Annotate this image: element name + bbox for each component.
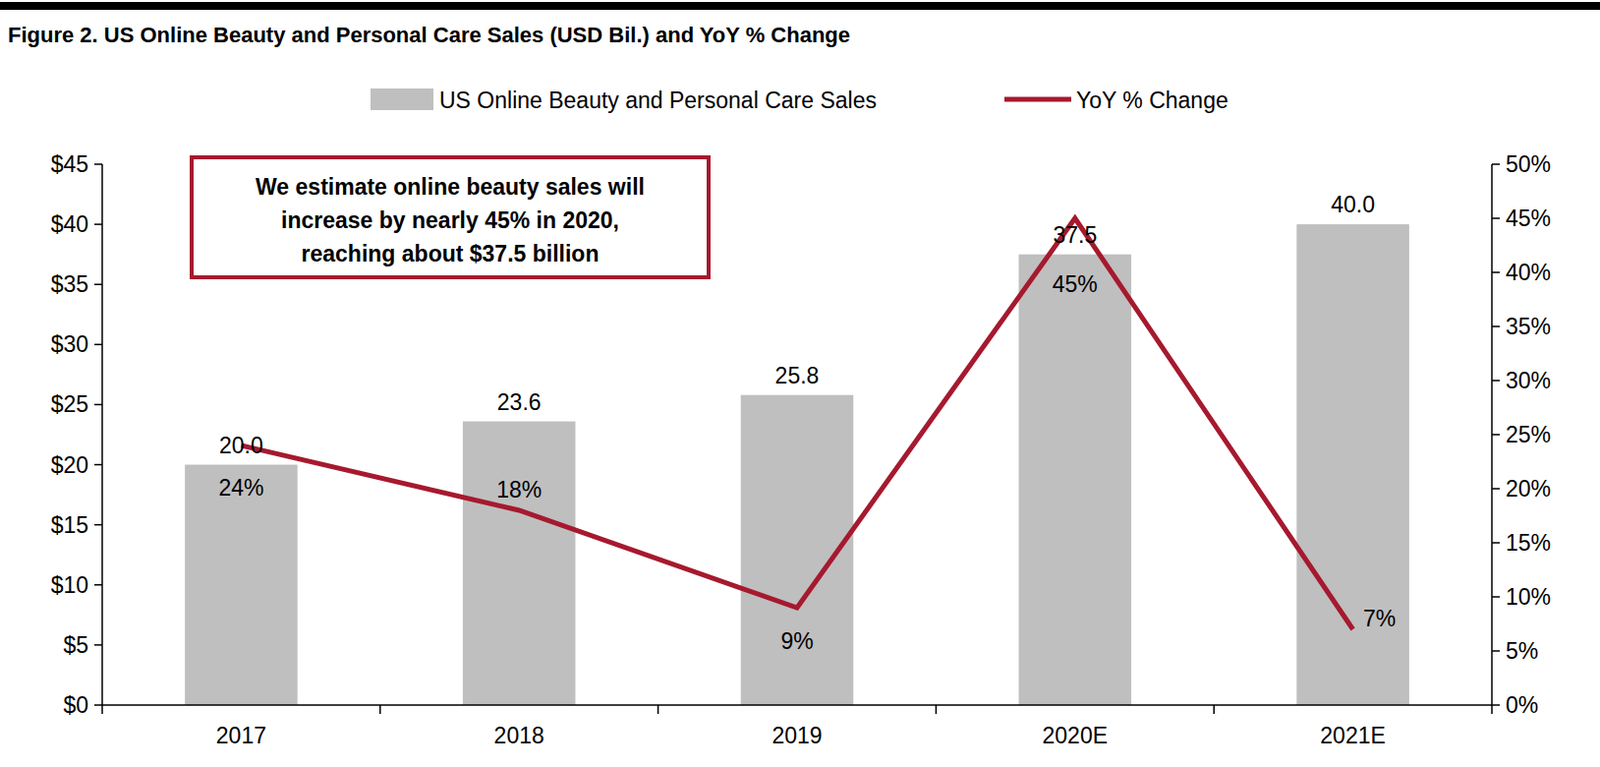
y-tick	[94, 583, 103, 586]
y2-tick-label: 5%	[1505, 637, 1539, 664]
bar	[1019, 254, 1133, 705]
x-tick	[1212, 704, 1215, 714]
y2-tick-label: 10%	[1505, 583, 1551, 610]
legend-swatch	[370, 88, 434, 111]
y2-tick	[1491, 541, 1500, 544]
x-tick-label: 2020E	[1042, 722, 1109, 748]
y-tick-label: $15	[51, 512, 89, 538]
y-axis	[101, 164, 104, 705]
bar-label: 40.0	[1330, 191, 1375, 218]
bar-label: 37.5	[1052, 222, 1097, 248]
y2-tick-label: 45%	[1505, 205, 1551, 231]
y2-tick-label: 30%	[1505, 367, 1551, 394]
bar	[462, 421, 576, 705]
line-label: 7%	[1363, 605, 1396, 631]
x-tick-label: 2019	[771, 722, 822, 748]
legend-label: US Online Beauty and Personal Care Sales	[439, 87, 877, 114]
legend-label: YoY % Change	[1076, 87, 1229, 114]
y2-tick	[1491, 217, 1500, 220]
legend-swatch	[1004, 97, 1072, 103]
annotation-text: reaching about $37.5 billion	[301, 240, 600, 267]
y2-tick	[1491, 379, 1500, 382]
y-tick	[94, 463, 103, 466]
y2-tick	[1491, 325, 1500, 328]
title: Figure 2. US Online Beauty and Personal …	[7, 22, 851, 48]
y-tick	[94, 163, 103, 166]
annotation: We estimate online beauty sales will incr…	[191, 157, 709, 278]
annotation-text: increase by nearly 45% in 2020,	[281, 207, 620, 233]
bar-label: 25.8	[775, 362, 820, 389]
y2-tick	[1491, 649, 1500, 652]
x-tick	[935, 704, 938, 714]
x-tick	[657, 704, 660, 714]
annotation-text: We estimate online beauty sales will	[255, 173, 645, 200]
x-tick	[1490, 704, 1493, 714]
line-label: 24%	[218, 474, 264, 501]
data-labels: 20.0 23.6 25.8 37.5 40.0 24% 18% 9% 45% 7%	[218, 191, 1396, 654]
y-tick	[94, 283, 103, 286]
y-tick-label: $5	[62, 631, 89, 658]
x-tick	[101, 704, 104, 714]
y2-tick-label: 40%	[1505, 259, 1551, 286]
y-tick-label: $20	[51, 452, 89, 478]
axes: $0 $5 $10 $15 $20 $25 $30 $35 $40 $45 0% 5% 10% 15% 20…	[51, 151, 1551, 748]
y-tick	[94, 223, 103, 226]
y-tick-label: $45	[51, 151, 89, 177]
y-tick	[94, 403, 103, 406]
y-tick-label: $40	[51, 211, 89, 237]
y2-tick-label: 35%	[1505, 313, 1551, 340]
x-axis	[102, 703, 1492, 706]
y2-tick-label: 20%	[1505, 475, 1551, 502]
line-label: 18%	[496, 476, 542, 503]
annotation-box	[191, 157, 709, 278]
y2-tick	[1491, 487, 1500, 490]
legend: US Online Beauty and Personal Care Sales…	[370, 87, 1229, 114]
y2-tick-label: 50%	[1505, 151, 1551, 177]
y-tick	[94, 703, 103, 706]
chart: Figure 2. US Online Beauty and Personal …	[0, 0, 1600, 767]
y-tick-label: $10	[51, 571, 89, 598]
y-tick-label: $0	[62, 691, 89, 718]
y2-tick-label: 0%	[1505, 691, 1539, 718]
y2-tick	[1491, 595, 1500, 598]
y2-tick	[1491, 271, 1500, 274]
bar-label: 23.6	[497, 389, 542, 415]
y-tick	[94, 523, 103, 526]
bar	[184, 464, 298, 705]
bar	[1296, 224, 1410, 705]
x-tick	[379, 704, 382, 714]
y2-tick-label: 15%	[1505, 529, 1551, 556]
y-tick-label: $25	[51, 391, 89, 417]
x-tick-label: 2018	[494, 722, 545, 748]
y-tick-label: $35	[51, 271, 89, 297]
y-tick-label: $30	[51, 331, 89, 357]
y-tick	[94, 643, 103, 646]
line-label: 45%	[1052, 271, 1098, 297]
line	[240, 218, 1353, 629]
y2-tick	[1491, 433, 1500, 436]
plot-area	[184, 218, 1410, 705]
y2-tick	[1491, 703, 1500, 706]
line-label: 9%	[780, 628, 813, 654]
top-rule	[0, 1, 1600, 10]
x-tick-label: 2021E	[1319, 722, 1386, 748]
y-tick	[94, 343, 103, 346]
bar-label: 20.0	[219, 432, 264, 458]
y2-tick	[1491, 163, 1500, 166]
x-tick-label: 2017	[216, 722, 267, 748]
y2-tick-label: 25%	[1505, 421, 1551, 448]
